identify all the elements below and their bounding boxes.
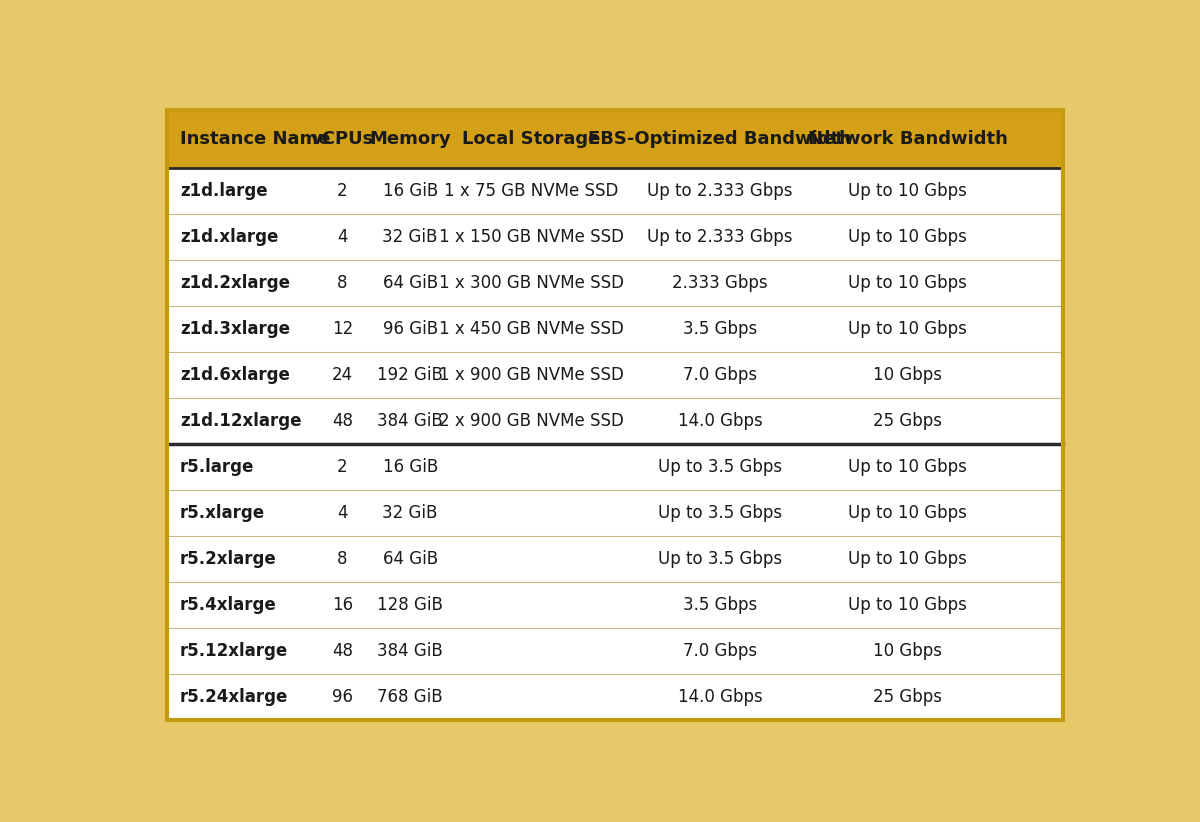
Text: Memory: Memory [370, 130, 451, 148]
Text: 32 GiB: 32 GiB [383, 504, 438, 522]
Text: 7.0 Gbps: 7.0 Gbps [683, 642, 757, 660]
Text: 1 x 900 GB NVMe SSD: 1 x 900 GB NVMe SSD [439, 367, 624, 384]
Text: 16 GiB: 16 GiB [383, 182, 438, 201]
Text: 16: 16 [332, 596, 353, 614]
Text: Up to 3.5 Gbps: Up to 3.5 Gbps [658, 550, 782, 568]
Text: 1 x 450 GB NVMe SSD: 1 x 450 GB NVMe SSD [439, 321, 624, 338]
Text: 384 GiB: 384 GiB [377, 642, 443, 660]
Text: 10 Gbps: 10 Gbps [874, 367, 942, 384]
Text: 8: 8 [337, 275, 348, 293]
Text: Instance Name: Instance Name [180, 130, 330, 148]
Text: Up to 2.333 Gbps: Up to 2.333 Gbps [647, 229, 793, 247]
Text: Up to 10 Gbps: Up to 10 Gbps [848, 550, 967, 568]
Text: 3.5 Gbps: 3.5 Gbps [683, 321, 757, 338]
Text: vCPUs: vCPUs [311, 130, 374, 148]
Text: 8: 8 [337, 550, 348, 568]
Text: r5.xlarge: r5.xlarge [180, 504, 265, 522]
Text: 2.333 Gbps: 2.333 Gbps [672, 275, 768, 293]
Text: z1d.large: z1d.large [180, 182, 268, 201]
Text: z1d.2xlarge: z1d.2xlarge [180, 275, 289, 293]
Text: Network Bandwidth: Network Bandwidth [808, 130, 1008, 148]
Text: EBS-Optimized Bandwidth: EBS-Optimized Bandwidth [588, 130, 852, 148]
Text: 384 GiB: 384 GiB [377, 412, 443, 430]
Text: Up to 10 Gbps: Up to 10 Gbps [848, 275, 967, 293]
Text: z1d.xlarge: z1d.xlarge [180, 229, 278, 247]
Text: r5.2xlarge: r5.2xlarge [180, 550, 276, 568]
Text: 48: 48 [332, 642, 353, 660]
Text: Local Storage: Local Storage [462, 130, 601, 148]
Text: 10 Gbps: 10 Gbps [874, 642, 942, 660]
Text: 32 GiB: 32 GiB [383, 229, 438, 247]
Text: 1 x 300 GB NVMe SSD: 1 x 300 GB NVMe SSD [439, 275, 624, 293]
Text: r5.large: r5.large [180, 458, 254, 476]
Text: 2 x 900 GB NVMe SSD: 2 x 900 GB NVMe SSD [439, 412, 624, 430]
Text: Up to 10 Gbps: Up to 10 Gbps [848, 504, 967, 522]
Text: 7.0 Gbps: 7.0 Gbps [683, 367, 757, 384]
Text: Up to 10 Gbps: Up to 10 Gbps [848, 182, 967, 201]
Text: 14.0 Gbps: 14.0 Gbps [678, 688, 762, 706]
Text: 24: 24 [332, 367, 353, 384]
Text: 192 GiB: 192 GiB [377, 367, 443, 384]
Text: 96 GiB: 96 GiB [383, 321, 438, 338]
Text: 16 GiB: 16 GiB [383, 458, 438, 476]
Text: 2: 2 [337, 182, 348, 201]
Text: z1d.12xlarge: z1d.12xlarge [180, 412, 301, 430]
Text: 4: 4 [337, 229, 348, 247]
Text: 2: 2 [337, 458, 348, 476]
Text: Up to 3.5 Gbps: Up to 3.5 Gbps [658, 504, 782, 522]
Text: 3.5 Gbps: 3.5 Gbps [683, 596, 757, 614]
Text: z1d.3xlarge: z1d.3xlarge [180, 321, 289, 338]
Text: Up to 10 Gbps: Up to 10 Gbps [848, 596, 967, 614]
Text: 768 GiB: 768 GiB [377, 688, 443, 706]
Text: Up to 2.333 Gbps: Up to 2.333 Gbps [647, 182, 793, 201]
Text: 48: 48 [332, 412, 353, 430]
Text: 4: 4 [337, 504, 348, 522]
Text: Up to 10 Gbps: Up to 10 Gbps [848, 229, 967, 247]
Text: Up to 3.5 Gbps: Up to 3.5 Gbps [658, 458, 782, 476]
Text: r5.4xlarge: r5.4xlarge [180, 596, 276, 614]
Text: z1d.6xlarge: z1d.6xlarge [180, 367, 289, 384]
Text: 1 x 75 GB NVMe SSD: 1 x 75 GB NVMe SSD [444, 182, 619, 201]
Text: 96: 96 [332, 688, 353, 706]
Text: 64 GiB: 64 GiB [383, 275, 438, 293]
Text: 14.0 Gbps: 14.0 Gbps [678, 412, 762, 430]
Text: r5.12xlarge: r5.12xlarge [180, 642, 288, 660]
Text: 25 Gbps: 25 Gbps [874, 688, 942, 706]
Text: Up to 10 Gbps: Up to 10 Gbps [848, 321, 967, 338]
Text: 25 Gbps: 25 Gbps [874, 412, 942, 430]
Text: 128 GiB: 128 GiB [377, 596, 443, 614]
Text: r5.24xlarge: r5.24xlarge [180, 688, 288, 706]
Text: 1 x 150 GB NVMe SSD: 1 x 150 GB NVMe SSD [439, 229, 624, 247]
Text: Up to 10 Gbps: Up to 10 Gbps [848, 458, 967, 476]
Text: 12: 12 [332, 321, 353, 338]
Bar [167, 110, 1063, 169]
Text: 64 GiB: 64 GiB [383, 550, 438, 568]
